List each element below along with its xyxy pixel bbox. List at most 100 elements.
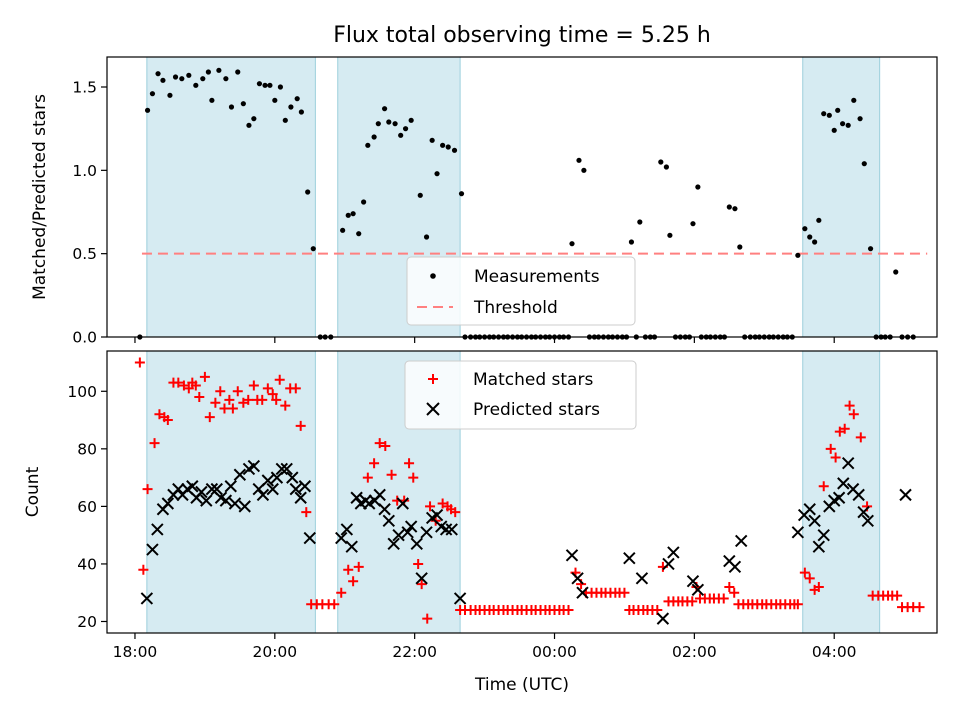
bottom-y-tick-label: 80 — [77, 440, 97, 458]
predicted-star-point — [335, 531, 348, 545]
measurement-point — [228, 104, 235, 110]
predicted-star-point — [161, 497, 175, 510]
measurement-point — [417, 192, 423, 198]
bottom-x-tick-label: 02:00 — [672, 643, 717, 661]
legend-predicted-marker — [426, 402, 440, 416]
predicted-star-point — [396, 497, 409, 510]
measurement-point — [149, 91, 156, 97]
legend-measurement-marker — [430, 273, 436, 279]
top-axes-frame — [106, 56, 938, 338]
predicted-star-point — [808, 514, 821, 527]
matched-star-point — [729, 587, 740, 598]
measurement-point — [298, 109, 304, 115]
matched-star-point — [422, 613, 433, 624]
matched-star-point — [219, 403, 230, 414]
measurement-point — [172, 74, 179, 80]
legend-matched-marker — [428, 374, 438, 384]
measurement-point — [663, 164, 669, 170]
predicted-star-point — [378, 503, 391, 516]
measurement-point — [305, 189, 311, 195]
predicted-star-point — [401, 526, 414, 539]
measurement-point — [569, 241, 575, 247]
matched-star-point — [295, 420, 306, 431]
matched-star-point — [724, 581, 735, 592]
predicted-star-point — [899, 488, 912, 502]
predicted-star-point — [345, 540, 358, 553]
measurement-point — [821, 111, 827, 117]
measurement-point — [732, 206, 738, 212]
predicted-star-point — [430, 508, 444, 522]
matched-star-point — [224, 394, 235, 405]
measurement-point — [795, 252, 801, 258]
bottom-x-tick-label: 18:00 — [113, 643, 158, 661]
matched-star-point — [892, 590, 903, 601]
matched-star-point — [718, 593, 729, 604]
matched-star-point — [267, 389, 278, 400]
matched-star-point — [215, 386, 226, 397]
measurement-point — [429, 137, 435, 143]
measurement-point — [867, 246, 874, 252]
measurement-point — [310, 246, 316, 252]
bottom-legend: Matched stars Predicted stars — [404, 360, 637, 430]
top-y-tick-label: 1.0 — [72, 162, 97, 180]
bottom-axes-frame — [106, 350, 938, 634]
measurement-point — [402, 126, 409, 132]
predicted-star-point — [146, 543, 159, 556]
predicted-star-point — [803, 503, 816, 516]
predicted-star-point — [832, 491, 846, 504]
measurement-point — [282, 117, 288, 123]
measurement-point — [581, 167, 587, 173]
measurement-point — [345, 212, 351, 218]
matched-star-point — [413, 558, 424, 569]
predicted-star-point — [261, 474, 275, 487]
matched-star-point — [818, 481, 829, 492]
predicted-star-point — [852, 488, 865, 502]
matched-stars-points — [134, 357, 925, 624]
matched-star-point — [210, 397, 221, 408]
predicted-star-point — [392, 528, 405, 542]
matched-star-point — [271, 394, 282, 405]
matched-star-point — [329, 599, 340, 610]
measurement-point — [812, 239, 818, 245]
measurement-point — [223, 76, 229, 82]
matched-star-point — [825, 443, 836, 454]
matched-star-point — [792, 599, 803, 610]
measurement-point — [737, 244, 743, 250]
matched-star-point — [194, 392, 205, 403]
measurement-point — [802, 226, 808, 232]
predicted-star-point — [791, 526, 805, 539]
measurement-point — [726, 204, 732, 210]
predicted-star-point — [228, 497, 242, 510]
matched-star-point — [204, 412, 215, 423]
predicted-star-point — [340, 523, 354, 536]
bottom-y-tick-label: 100 — [67, 383, 97, 401]
predicted-star-point — [294, 491, 307, 504]
measurement-point — [256, 81, 263, 87]
matched-star-point — [848, 409, 859, 420]
predicted-star-point — [238, 500, 251, 513]
matched-star-point — [404, 458, 415, 469]
matched-star-point — [138, 564, 149, 575]
bottom-x-tick-label: 22:00 — [392, 643, 437, 661]
matched-star-point — [839, 423, 850, 434]
measurement-point — [155, 71, 161, 77]
predicted-star-point — [275, 462, 289, 476]
bottom-y-ticks: 20 40 60 80 100 — [67, 383, 107, 631]
predicted-star-point — [256, 488, 270, 502]
matched-star-point — [162, 415, 173, 426]
predicted-star-point — [571, 572, 584, 585]
predicted-star-point — [387, 537, 400, 551]
predicted-star-point — [224, 480, 237, 493]
measurement-point — [835, 107, 841, 113]
measurement-point — [451, 147, 458, 153]
measurement-point — [807, 234, 813, 240]
matched-star-point — [149, 438, 160, 449]
matched-star-point — [804, 573, 815, 584]
bottom-y-tick-label: 60 — [77, 498, 97, 516]
measurement-point — [272, 97, 278, 103]
predicted-star-point — [303, 531, 316, 545]
legend-predicted-label: Predicted stars — [473, 400, 600, 420]
matched-star-point — [199, 371, 210, 382]
